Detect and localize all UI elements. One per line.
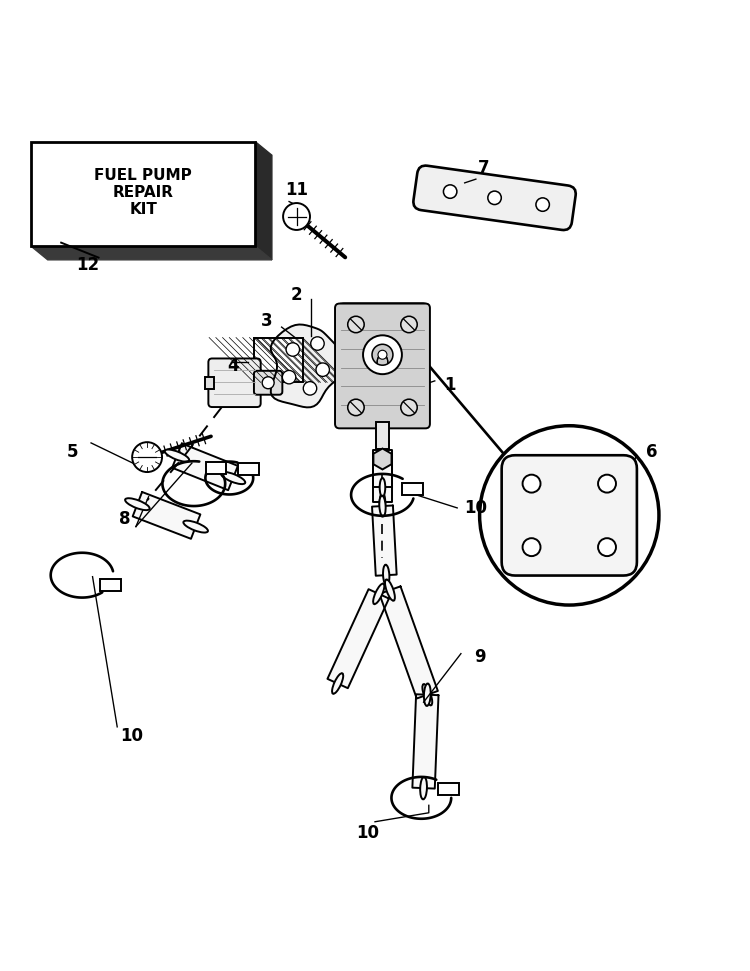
Circle shape — [348, 399, 364, 416]
Text: 10: 10 — [121, 727, 144, 745]
Ellipse shape — [125, 498, 150, 510]
Circle shape — [283, 203, 310, 230]
Circle shape — [479, 425, 659, 605]
Text: 5: 5 — [67, 443, 78, 461]
Polygon shape — [372, 506, 397, 576]
Ellipse shape — [380, 478, 386, 497]
Circle shape — [400, 317, 417, 333]
Polygon shape — [374, 453, 392, 502]
Bar — [206, 462, 226, 474]
Bar — [238, 462, 260, 475]
FancyBboxPatch shape — [413, 166, 576, 230]
Circle shape — [363, 335, 402, 374]
Polygon shape — [271, 324, 349, 408]
Circle shape — [400, 399, 417, 416]
Bar — [254, 338, 302, 383]
Circle shape — [303, 382, 316, 395]
Circle shape — [488, 191, 501, 205]
FancyBboxPatch shape — [335, 304, 430, 428]
Circle shape — [348, 317, 364, 333]
Ellipse shape — [380, 495, 386, 517]
Text: 2: 2 — [291, 285, 302, 304]
Ellipse shape — [332, 673, 344, 694]
Text: 1: 1 — [444, 376, 455, 393]
Text: 4: 4 — [227, 357, 238, 375]
Text: 6: 6 — [646, 443, 657, 461]
Circle shape — [523, 538, 541, 556]
Ellipse shape — [184, 520, 208, 532]
FancyBboxPatch shape — [209, 358, 261, 407]
Circle shape — [536, 198, 550, 212]
Text: 7: 7 — [478, 159, 489, 177]
Text: 8: 8 — [119, 510, 130, 528]
Polygon shape — [172, 444, 238, 490]
Bar — [205, 377, 214, 388]
Ellipse shape — [383, 565, 389, 586]
Text: 11: 11 — [285, 182, 308, 199]
Ellipse shape — [422, 685, 432, 705]
Circle shape — [598, 475, 616, 492]
Ellipse shape — [380, 441, 386, 459]
Ellipse shape — [165, 450, 189, 461]
Text: 3: 3 — [261, 312, 272, 330]
Polygon shape — [256, 142, 272, 260]
Circle shape — [282, 370, 296, 384]
Ellipse shape — [420, 777, 427, 799]
Text: 9: 9 — [474, 649, 485, 666]
Circle shape — [310, 337, 324, 351]
Ellipse shape — [385, 580, 394, 601]
Polygon shape — [374, 450, 392, 487]
Text: FUEL PUMP
REPAIR
KIT: FUEL PUMP REPAIR KIT — [94, 168, 192, 218]
Circle shape — [443, 184, 457, 198]
Bar — [100, 579, 121, 590]
Polygon shape — [413, 694, 439, 788]
Bar — [376, 422, 389, 450]
Bar — [32, 142, 256, 247]
Circle shape — [316, 363, 329, 377]
Ellipse shape — [380, 445, 386, 463]
Circle shape — [372, 345, 393, 365]
Text: 10: 10 — [464, 499, 488, 517]
Circle shape — [378, 351, 387, 359]
Text: 12: 12 — [76, 256, 99, 274]
Bar — [402, 484, 423, 495]
Circle shape — [598, 538, 616, 556]
FancyBboxPatch shape — [338, 304, 428, 424]
Polygon shape — [328, 589, 389, 688]
Bar — [438, 783, 459, 795]
FancyBboxPatch shape — [502, 455, 637, 576]
Circle shape — [262, 377, 274, 388]
Circle shape — [286, 343, 299, 356]
Text: 10: 10 — [356, 824, 379, 842]
Ellipse shape — [220, 472, 245, 485]
FancyBboxPatch shape — [340, 304, 427, 420]
Circle shape — [523, 475, 541, 492]
Polygon shape — [380, 586, 438, 698]
FancyBboxPatch shape — [254, 371, 282, 395]
Polygon shape — [32, 247, 272, 260]
Ellipse shape — [424, 684, 430, 706]
Polygon shape — [133, 492, 200, 539]
Circle shape — [132, 442, 162, 472]
Ellipse shape — [380, 493, 386, 512]
Ellipse shape — [374, 584, 384, 604]
